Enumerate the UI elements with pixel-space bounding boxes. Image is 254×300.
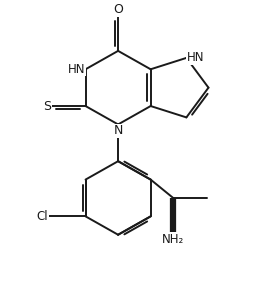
Text: NH₂: NH₂ [162, 233, 184, 246]
Text: HN: HN [68, 63, 86, 76]
Text: N: N [113, 124, 123, 137]
Text: HN: HN [186, 51, 204, 64]
Text: O: O [113, 3, 123, 16]
Text: S: S [43, 100, 51, 112]
Text: Cl: Cl [36, 210, 48, 223]
